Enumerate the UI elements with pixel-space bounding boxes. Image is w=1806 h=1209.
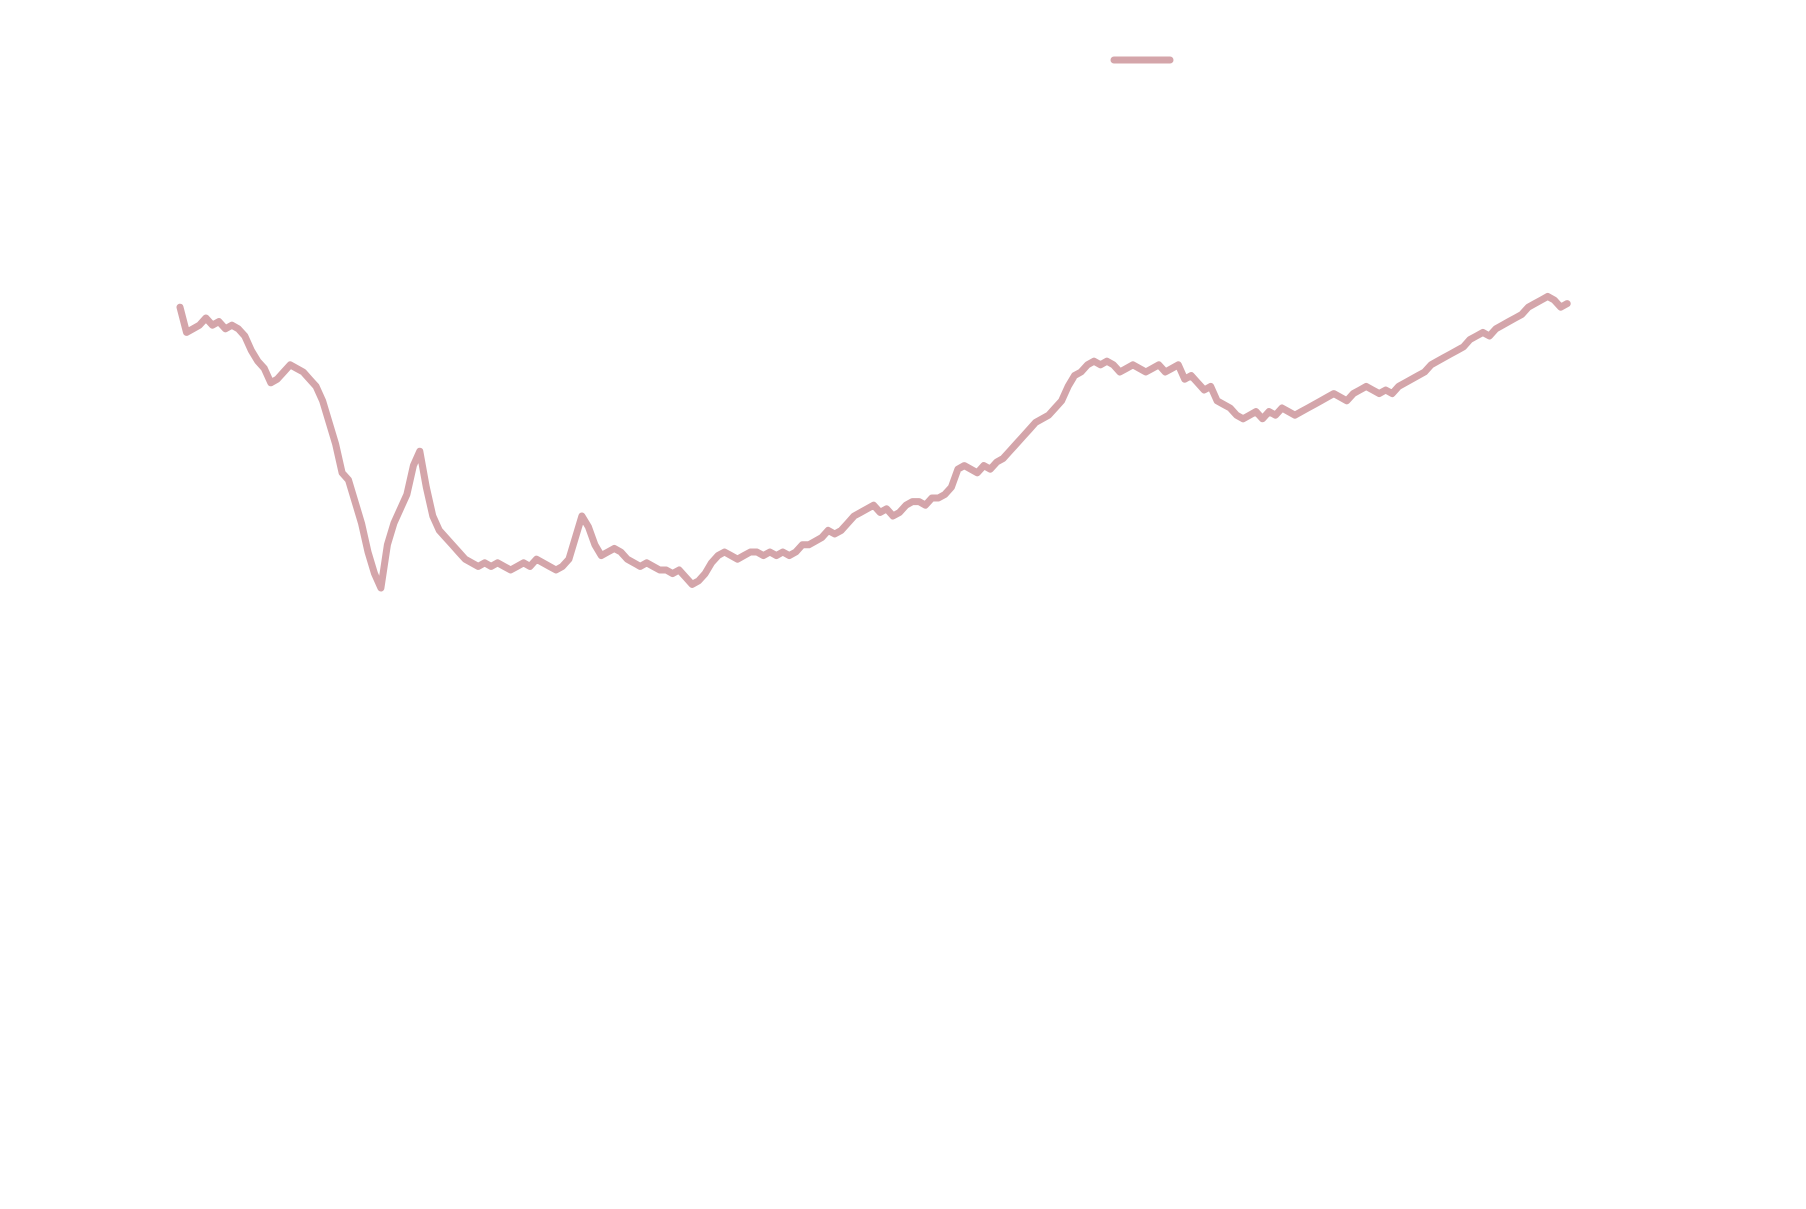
series-layer xyxy=(176,292,1571,592)
series-line-0 xyxy=(176,292,1571,592)
